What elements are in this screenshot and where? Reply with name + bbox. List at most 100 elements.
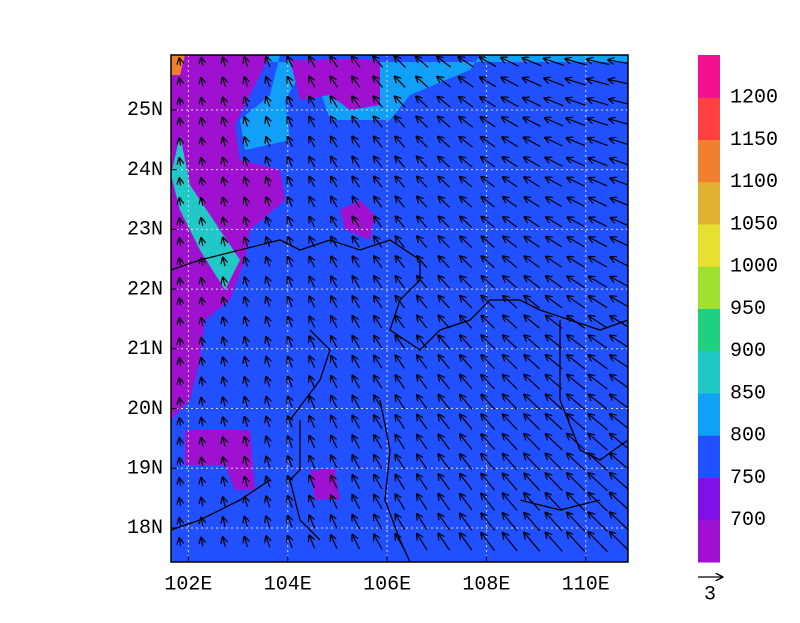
wind-arrow: [503, 335, 518, 349]
wind-arrow: [567, 454, 586, 471]
wind-arrow: [201, 398, 203, 407]
wind-arrow: [567, 178, 585, 187]
wind-arrow: [481, 474, 496, 491]
wind-arrow: [417, 494, 428, 510]
wind-arrow: [567, 532, 586, 552]
wind-arrow: [546, 316, 563, 329]
wind-arrow: [460, 336, 473, 349]
wind-arrow: [223, 138, 225, 147]
wind-arrow: [610, 375, 628, 389]
colorbar-box: [698, 393, 720, 436]
wind-arrow: [331, 257, 338, 268]
wind-arrow: [374, 276, 383, 289]
wind-arrow: [416, 97, 429, 108]
wind-arrow: [545, 138, 563, 147]
wind-arrow: [417, 514, 428, 531]
wind-arrow: [610, 395, 628, 409]
wind-arrow: [396, 256, 405, 268]
wind-arrow: [610, 316, 628, 328]
wind-arrow: [288, 157, 292, 168]
wind-arrow: [503, 355, 518, 370]
wind-arrow: [439, 375, 450, 390]
wind-arrow: [546, 158, 563, 167]
wind-arrow: [566, 59, 587, 66]
wind-arrow: [396, 177, 405, 188]
wind-arrow: [309, 337, 314, 348]
wind-arrow: [546, 178, 563, 187]
wind-arrow: [331, 217, 338, 228]
wind-arrow: [223, 298, 225, 307]
colorbar-label: 900: [730, 340, 766, 363]
wind-arrow: [179, 178, 180, 186]
wind-arrow: [245, 537, 248, 548]
wind-arrow: [223, 98, 225, 107]
wind-arrow: [266, 97, 270, 108]
wind-arrow: [352, 535, 361, 550]
wind-arrow: [266, 157, 270, 167]
wind-arrow: [223, 497, 225, 507]
wind-arrow: [288, 476, 292, 488]
wind-arrow: [353, 177, 360, 188]
wind-arrow: [396, 495, 405, 510]
wind-arrow: [309, 157, 314, 168]
wind-arrow: [223, 118, 225, 127]
wind-arrow: [438, 494, 451, 511]
wind-arrow: [374, 217, 383, 228]
wind-arrow: [288, 536, 292, 549]
wind-arrow: [374, 157, 383, 168]
colorbar-box: [698, 266, 720, 309]
wind-arrow: [331, 376, 338, 389]
wind-arrow: [417, 375, 428, 390]
wind-arrow: [179, 298, 180, 306]
wind-arrow: [396, 356, 405, 369]
wind-arrow: [460, 256, 473, 269]
wind-arrow: [309, 277, 314, 288]
wind-arrow: [589, 257, 608, 268]
wind-arrow: [223, 258, 225, 267]
wind-arrow: [288, 137, 292, 148]
wind-arrow: [439, 415, 450, 430]
wind-arrow: [331, 496, 338, 509]
map-frame: [170, 54, 629, 563]
wind-arrow: [201, 238, 203, 247]
wind-arrow: [481, 137, 496, 148]
wind-arrow: [417, 197, 428, 208]
wind-arrow: [331, 356, 338, 369]
wind-arrow: [395, 97, 406, 108]
wind-arrow: [288, 177, 292, 188]
wind-arrow: [179, 138, 180, 146]
wind-arrow: [179, 338, 180, 346]
wind-arrow: [395, 157, 406, 168]
wind-arrow: [245, 497, 248, 508]
wind-arrow: [374, 336, 383, 349]
wind-arrow: [546, 454, 563, 471]
wind-arrow: [501, 58, 519, 67]
wind-arrow: [481, 454, 496, 471]
wind-arrow: [245, 357, 248, 367]
wind-arrow: [503, 533, 518, 552]
wind-arrow: [567, 316, 585, 329]
wind-arrow: [610, 532, 628, 551]
colorbar-label: 1150: [730, 129, 778, 152]
wind-arrow: [288, 197, 292, 208]
wind-arrow: [566, 79, 587, 86]
wind-arrow: [266, 497, 270, 508]
wind-arrow: [568, 217, 585, 228]
wind-arrow: [223, 438, 225, 447]
wind-arrow: [309, 356, 314, 368]
wind-arrow: [266, 457, 270, 468]
wind-arrow: [610, 493, 628, 511]
wind-arrow: [546, 296, 563, 309]
wind-arrow: [417, 395, 428, 410]
wind-arrow: [201, 538, 203, 547]
wind-arrow: [438, 97, 451, 108]
wind-arrow: [610, 414, 628, 430]
wind-arrow: [266, 397, 270, 408]
colorbar-box: [698, 97, 720, 140]
wind-arrow: [459, 97, 474, 108]
wind-arrow: [481, 415, 496, 430]
wind-arrow: [266, 257, 269, 267]
wind-arrow: [589, 336, 608, 349]
wind-arrow: [288, 57, 293, 68]
